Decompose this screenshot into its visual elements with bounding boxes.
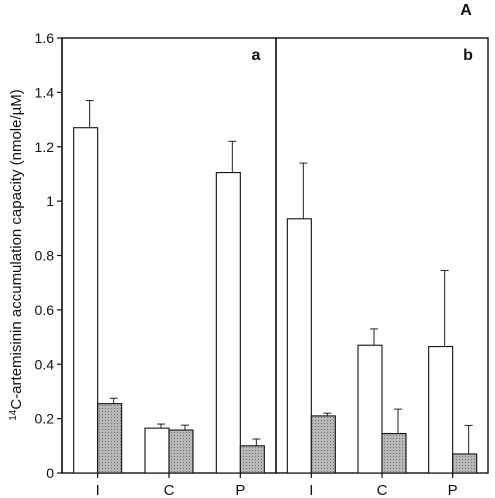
panel-label: b bbox=[463, 47, 473, 64]
bar bbox=[168, 429, 194, 474]
bar bbox=[239, 445, 265, 474]
panel-label: a bbox=[252, 47, 261, 64]
y-tick-label: 1 bbox=[46, 193, 54, 209]
bar bbox=[381, 433, 407, 474]
bar bbox=[428, 346, 454, 474]
x-tick-label: P bbox=[448, 482, 458, 498]
y-tick-label: 0.2 bbox=[35, 411, 55, 427]
y-tick-label: 1.6 bbox=[35, 30, 55, 46]
x-tick-label: C bbox=[377, 482, 388, 498]
x-tick-label: C bbox=[164, 482, 175, 498]
bar bbox=[357, 344, 383, 474]
bar bbox=[144, 427, 170, 474]
y-tick-label: 1.4 bbox=[35, 84, 55, 100]
x-tick-label: I bbox=[96, 482, 100, 498]
y-tick-label: 0.6 bbox=[35, 302, 55, 318]
figure-label: A bbox=[460, 2, 472, 19]
bar bbox=[215, 172, 241, 474]
panel-b: b I C P bbox=[275, 37, 489, 498]
y-axis-label: 14C-artemisinin accumulation capacity (n… bbox=[8, 89, 25, 421]
y-axis: 0 0.2 0.4 0.6 0.8 1 1.2 1.4 1.6 bbox=[35, 30, 63, 481]
plot-panels: a I C Pb I C P bbox=[61, 37, 489, 498]
y-tick-label: 0 bbox=[46, 465, 54, 481]
y-axis-label-text: C-artemisinin accumulation capacity (nmo… bbox=[8, 89, 25, 409]
bar bbox=[286, 218, 312, 474]
bar bbox=[310, 415, 336, 474]
y-tick-label: 0.8 bbox=[35, 248, 55, 264]
x-tick-label: P bbox=[235, 482, 245, 498]
bar bbox=[73, 127, 99, 474]
bar bbox=[97, 403, 123, 474]
panel-a: a I C P bbox=[61, 37, 277, 498]
y-tick-label: 0.4 bbox=[35, 356, 55, 372]
bar bbox=[452, 453, 478, 474]
y-tick-label: 1.2 bbox=[35, 139, 55, 155]
y-axis-label-superscript: 14 bbox=[8, 409, 19, 421]
x-tick-label: I bbox=[309, 482, 313, 498]
